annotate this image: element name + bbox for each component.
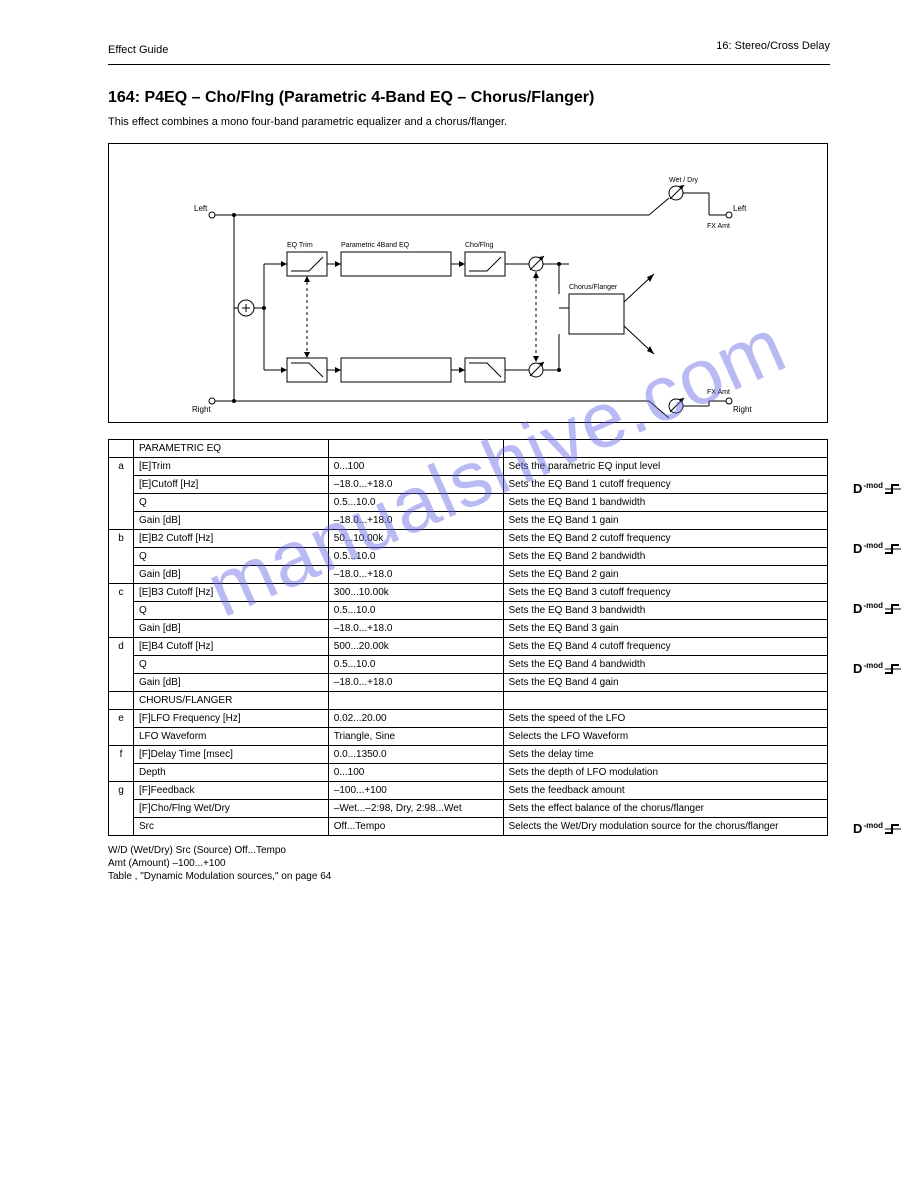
svg-text:Wet / Dry: Wet / Dry	[669, 177, 699, 184]
table-row: e[F]LFO Frequency [Hz]0.02...20.00Sets t…	[109, 710, 828, 728]
table-row: Gain [dB]–18.0...+18.0Sets the EQ Band 4…	[109, 674, 828, 692]
table-header: PARAMETRIC EQ	[109, 440, 828, 458]
parameter-table-wrap: PARAMETRIC EQa[E]Trim0...100Sets the par…	[108, 439, 828, 836]
page-root: manualshive.com Effect Guide 16: Stereo/…	[0, 0, 918, 923]
table-row: Gain [dB]–18.0...+18.0Sets the EQ Band 3…	[109, 620, 828, 638]
svg-text:Parametric 4Band EQ: Parametric 4Band EQ	[341, 242, 410, 249]
table-row: [E]Cutoff [Hz]–18.0...+18.0Sets the EQ B…	[109, 476, 828, 494]
parameter-table: PARAMETRIC EQa[E]Trim0...100Sets the par…	[108, 439, 828, 836]
header-left: Effect Guide	[108, 44, 168, 56]
effect-description: This effect combines a mono four-band pa…	[108, 115, 830, 129]
table-row: LFO WaveformTriangle, SineSelects the LF…	[109, 728, 828, 746]
block-diagram: Left Right Left Right EQ Trim Parametric…	[108, 143, 828, 423]
table-row: d[E]B4 Cutoff [Hz]500...20.00kSets the E…	[109, 638, 828, 656]
dmod-icon: D-mod	[853, 821, 902, 836]
svg-text:EQ Trim: EQ Trim	[287, 242, 313, 249]
header-right: 16: Stereo/Cross Delay	[716, 40, 830, 52]
svg-text:Left: Left	[733, 204, 747, 213]
table-row: c[E]B3 Cutoff [Hz]300...10.00kSets the E…	[109, 584, 828, 602]
svg-text:FX Amt: FX Amt	[707, 223, 730, 230]
table-row: Q0.5...10.0Sets the EQ Band 4 bandwidth	[109, 656, 828, 674]
footnotes: W/D (Wet/Dry) Src (Source) Off...Tempo A…	[108, 844, 830, 883]
table-row: Q0.5...10.0Sets the EQ Band 2 bandwidth	[109, 548, 828, 566]
table-row: [F]Cho/Flng Wet/Dry–Wet...–2:98, Dry, 2:…	[109, 800, 828, 818]
svg-text:FX Amt: FX Amt	[707, 389, 730, 396]
svg-text:Chorus/Flanger: Chorus/Flanger	[569, 284, 618, 291]
diagram-svg: Left Right Left Right EQ Trim Parametric…	[109, 144, 829, 424]
effect-title: 164: P4EQ – Cho/Flng (Parametric 4-Band …	[108, 89, 830, 107]
table-row: Depth0...100Sets the depth of LFO modula…	[109, 764, 828, 782]
table-row: Gain [dB]–18.0...+18.0Sets the EQ Band 1…	[109, 512, 828, 530]
page-header: Effect Guide 16: Stereo/Cross Delay	[108, 40, 830, 65]
svg-text:Left: Left	[194, 204, 208, 213]
table-row: Gain [dB]–18.0...+18.0Sets the EQ Band 2…	[109, 566, 828, 584]
svg-text:Right: Right	[192, 405, 211, 414]
dmod-icon: D-mod	[853, 481, 902, 496]
table-row: b[E]B2 Cutoff [Hz]50...10.00kSets the EQ…	[109, 530, 828, 548]
table-row: Q0.5...10.0Sets the EQ Band 3 bandwidth	[109, 602, 828, 620]
dmod-icon: D-mod	[853, 661, 902, 676]
dmod-icon: D-mod	[853, 601, 902, 616]
table-row: SrcOff...TempoSelects the Wet/Dry modula…	[109, 818, 828, 836]
table-row: g[F]Feedback–100...+100Sets the feedback…	[109, 782, 828, 800]
svg-text:Right: Right	[733, 405, 752, 414]
table-row: f[F]Delay Time [msec]0.0...1350.0Sets th…	[109, 746, 828, 764]
table-row: CHORUS/FLANGER	[109, 692, 828, 710]
svg-text:Cho/Flng: Cho/Flng	[465, 242, 494, 249]
dmod-icon: D-mod	[853, 541, 902, 556]
table-row: a[E]Trim0...100Sets the parametric EQ in…	[109, 458, 828, 476]
table-row: Q0.5...10.0Sets the EQ Band 1 bandwidth	[109, 494, 828, 512]
